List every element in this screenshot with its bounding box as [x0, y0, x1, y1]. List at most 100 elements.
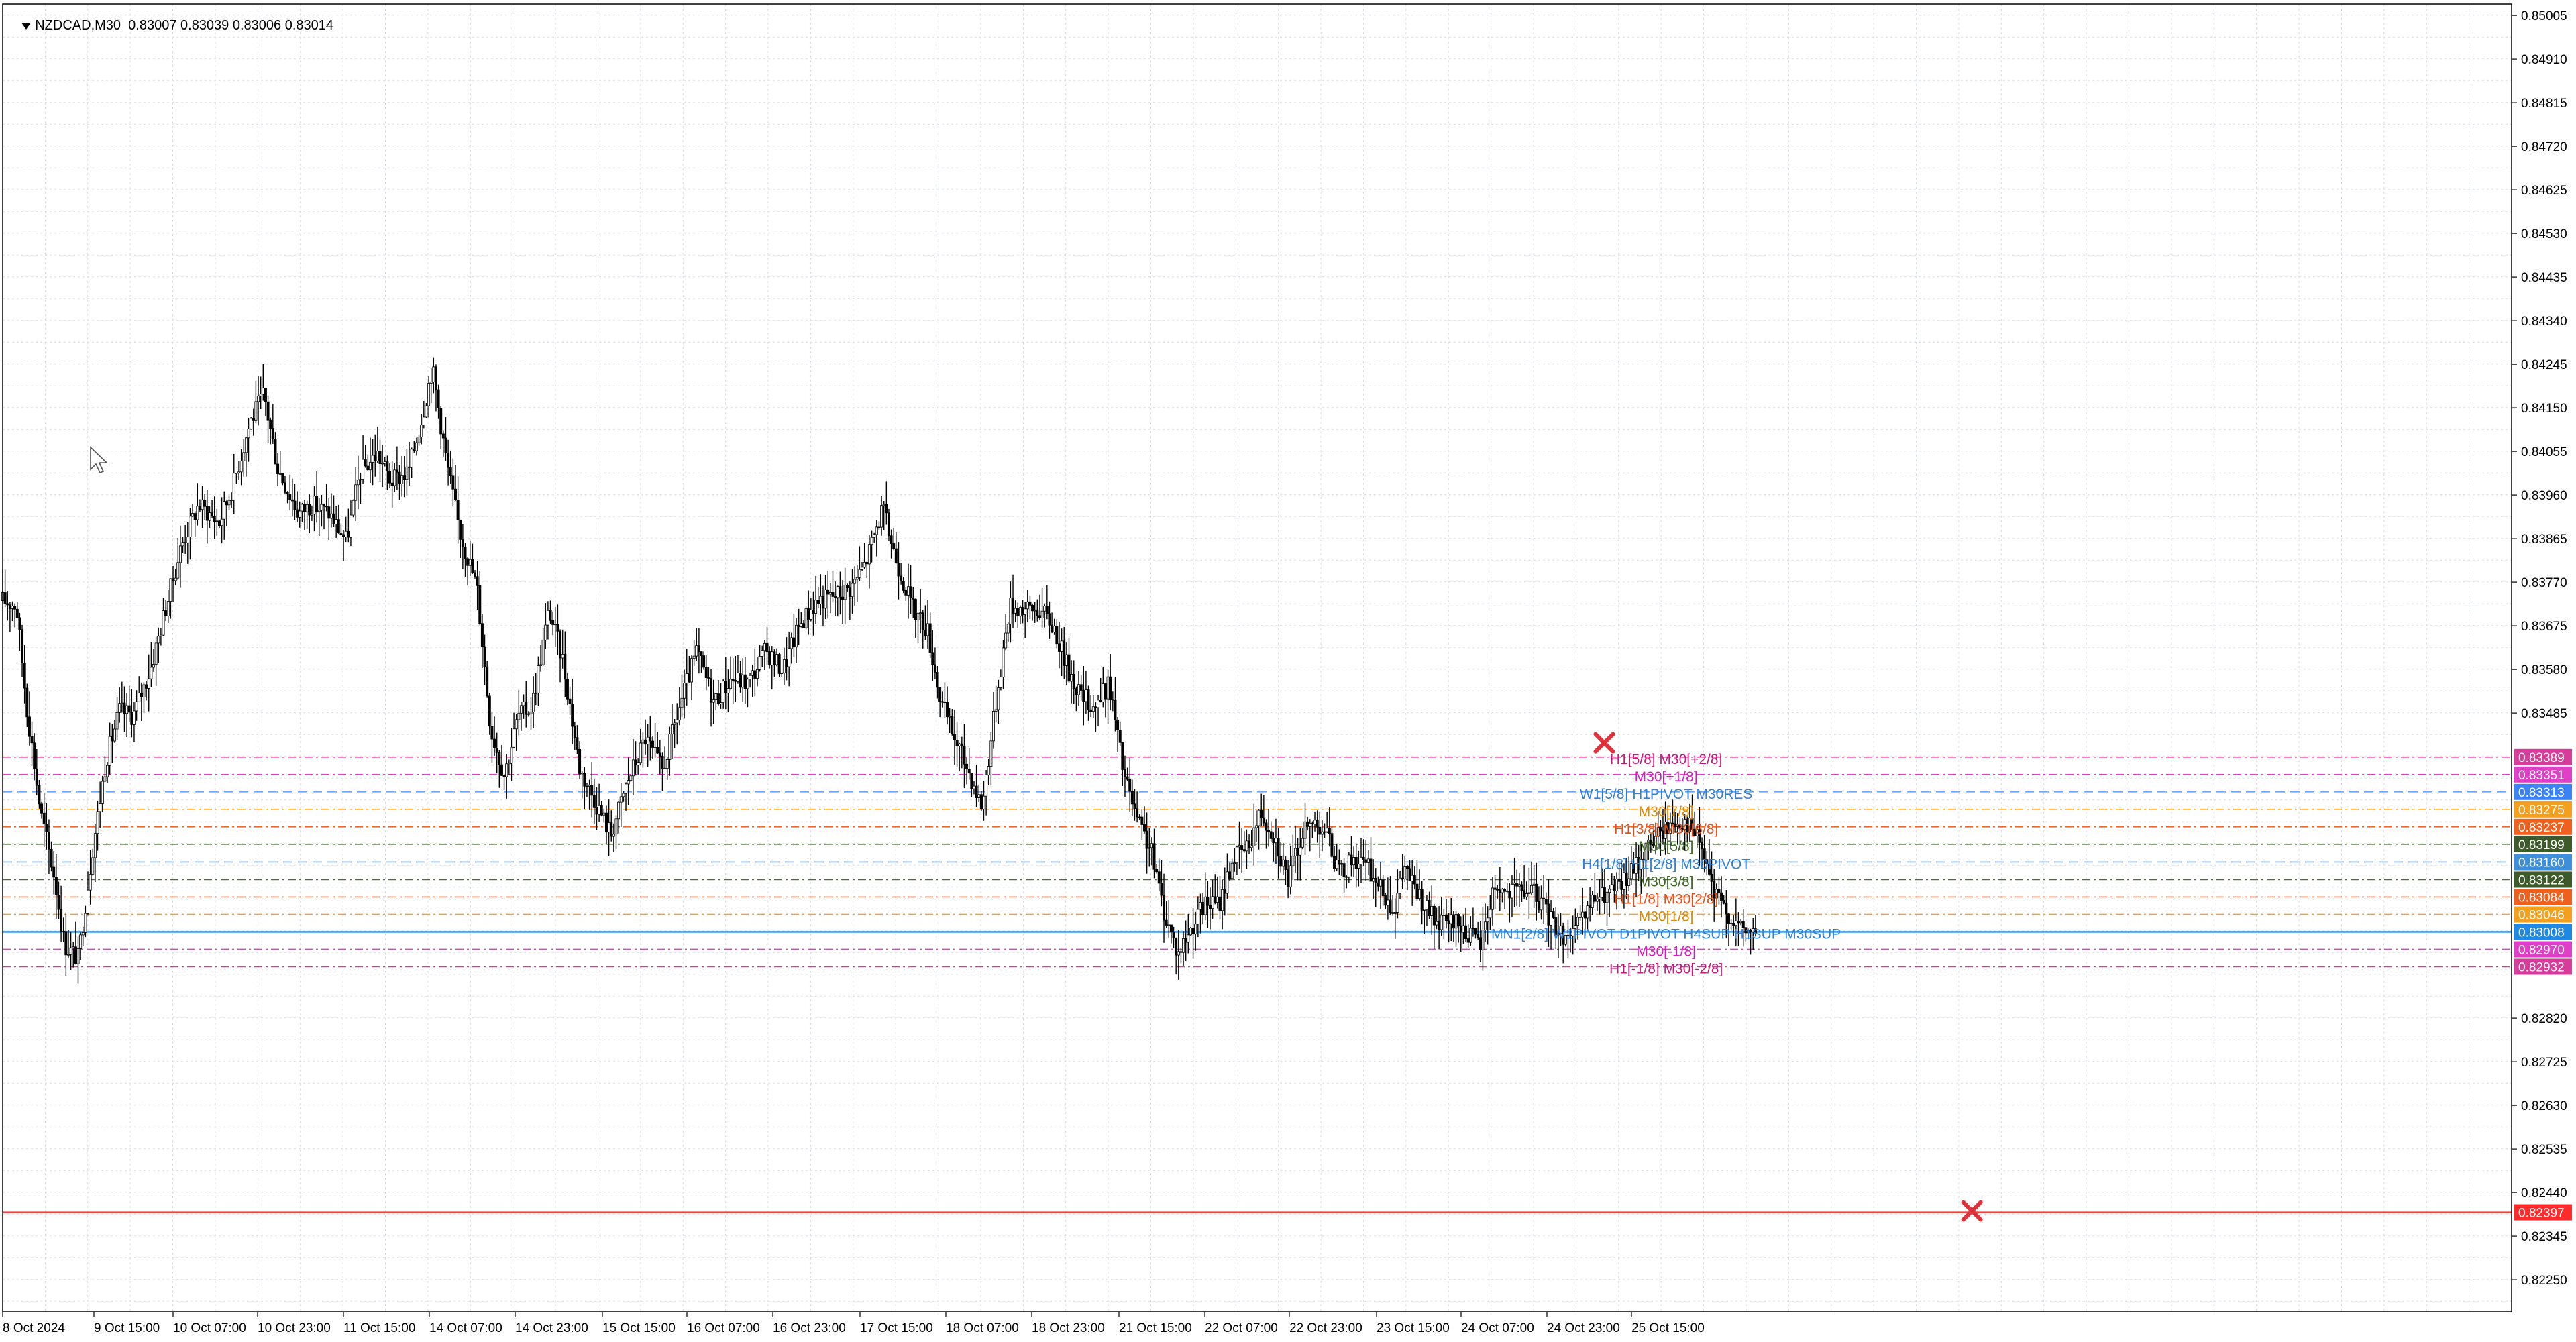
candle-body: [1481, 930, 1485, 950]
candle-body: [836, 586, 839, 598]
chart-grid: [2, 4, 2512, 1312]
dropdown-triangle-icon[interactable]: [21, 22, 32, 30]
candle-body: [1428, 899, 1431, 917]
candle-body: [960, 743, 963, 746]
candle-body: [1328, 828, 1331, 834]
candle-body: [1601, 887, 1604, 898]
candle-body: [1637, 857, 1640, 870]
candle-body: [471, 559, 474, 573]
candle-body: [390, 482, 394, 486]
candle-body: [308, 504, 311, 516]
candle-body: [1566, 934, 1570, 936]
candle-body: [631, 759, 635, 777]
candle-body: [283, 482, 286, 493]
candle-body: [819, 596, 822, 605]
candle-body: [987, 766, 990, 775]
candle-body: [79, 934, 83, 949]
candle-body: [710, 678, 713, 703]
candle-body: [1043, 606, 1046, 612]
candle-body: [386, 461, 389, 472]
candle-body: [1744, 927, 1748, 934]
candle-body: [578, 748, 582, 775]
candle-body: [1223, 889, 1226, 894]
candle-body: [1403, 866, 1407, 880]
candle-body: [33, 742, 36, 770]
candle-body: [938, 687, 942, 702]
candle-body: [568, 698, 572, 704]
price-tag: 0.82932: [2514, 958, 2572, 975]
y-tick-label: 0.84055: [2521, 445, 2567, 459]
candle-body: [904, 590, 908, 596]
candle-body: [1057, 643, 1061, 652]
cross-stroke: [1593, 732, 1615, 754]
candle-body: [773, 651, 776, 665]
price-tag: 0.83046: [2514, 906, 2572, 923]
level-annotation: W1[5/8] H1PIVOT M30RES: [1580, 787, 1753, 802]
candle-body: [420, 425, 423, 437]
candle-body: [1106, 676, 1110, 700]
candle-body: [115, 712, 119, 730]
candle-body: [1569, 935, 1572, 936]
candle-body: [354, 484, 358, 501]
candle-body: [1586, 905, 1589, 919]
candle-body: [912, 597, 915, 600]
candle-body: [1615, 879, 1619, 891]
candle-body: [1381, 879, 1385, 896]
level-annotation: MN1[2/8] W1PIVOT D1PIVOT H4SUP H1SUP M30…: [1491, 926, 1841, 942]
price-tag-label: 0.83199: [2518, 838, 2565, 852]
candle-body: [1734, 920, 1737, 926]
candle-body: [383, 461, 386, 464]
candle-body: [1102, 683, 1105, 703]
candle-body: [1674, 823, 1677, 827]
candle-body: [1454, 914, 1458, 929]
candle-body: [576, 737, 579, 750]
candle-body: [305, 504, 309, 512]
candle-body: [1114, 700, 1117, 720]
candle-body: [1415, 883, 1419, 899]
candle-body: [1026, 601, 1029, 610]
candle-body: [588, 785, 591, 787]
candle-body: [1411, 875, 1414, 882]
candle-body: [1245, 840, 1248, 852]
candle-body: [1021, 607, 1024, 615]
candle-body: [1754, 928, 1757, 934]
candle-body: [873, 534, 876, 538]
candle-body: [880, 505, 883, 528]
candle-body: [1311, 822, 1314, 824]
candle-body: [894, 548, 898, 563]
candle-body: [627, 780, 630, 785]
candle-body: [804, 608, 808, 628]
candle-body: [125, 705, 129, 714]
candle-body: [722, 681, 725, 703]
cross-stroke: [1961, 1200, 1983, 1222]
candle-body: [695, 645, 698, 657]
candle-body: [670, 724, 674, 734]
candle-body: [821, 596, 824, 609]
x-tick-label: 24 Oct 23:00: [1547, 1321, 1620, 1335]
candle-body: [546, 610, 549, 626]
candle-body: [1221, 889, 1224, 911]
candle-body: [1442, 915, 1446, 917]
candle-body: [1364, 859, 1368, 863]
candle-body: [1705, 859, 1709, 864]
y-tick-label: 0.85005: [2521, 9, 2567, 23]
candle-body: [979, 794, 983, 810]
candle-body: [532, 693, 535, 713]
candle-body: [1350, 854, 1353, 866]
candle-body: [342, 534, 345, 538]
candle-body: [644, 739, 647, 745]
candle-body: [254, 401, 258, 421]
candle-body: [863, 561, 866, 568]
candle-body: [8, 604, 11, 609]
candle-body: [425, 405, 428, 418]
candle-body: [658, 752, 661, 757]
candle-body: [186, 537, 189, 543]
level-lines: [3, 756, 2512, 1213]
candle-body: [1053, 626, 1056, 633]
price-tags: 0.83389 0.83351 0.83313 0.83275 0.83237 0.831…: [2514, 748, 2572, 1221]
candle-body: [1250, 845, 1253, 848]
candle-body: [775, 654, 779, 665]
candle-body: [1099, 700, 1102, 703]
